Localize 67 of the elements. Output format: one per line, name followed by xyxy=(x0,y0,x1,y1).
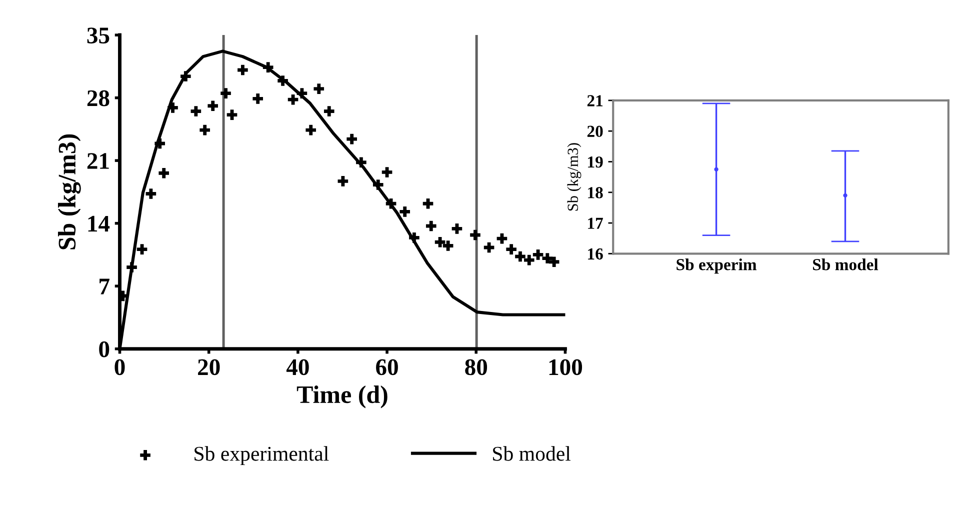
y-tick-label: 20 xyxy=(587,126,603,138)
legend-label: Sb model xyxy=(493,446,571,461)
x-tick-label: Sb experim xyxy=(676,258,757,274)
point xyxy=(208,100,218,112)
point xyxy=(386,198,396,209)
point xyxy=(252,94,263,104)
point xyxy=(154,138,165,149)
point xyxy=(262,62,274,72)
point xyxy=(382,167,392,178)
point xyxy=(532,250,544,260)
point xyxy=(226,110,238,120)
point xyxy=(346,134,357,144)
x-tick-label: 20 xyxy=(198,359,220,376)
x-tick-label: 60 xyxy=(376,359,398,376)
y-tick-label: 18 xyxy=(588,187,603,198)
point xyxy=(426,220,436,232)
y-tick-label: 17 xyxy=(588,218,603,229)
point xyxy=(288,94,298,105)
point xyxy=(168,102,178,113)
point xyxy=(338,176,348,186)
point xyxy=(180,71,191,82)
point xyxy=(548,256,560,268)
point xyxy=(306,124,316,136)
point xyxy=(442,240,454,251)
y-tick-label: 14 xyxy=(88,216,110,232)
point xyxy=(434,237,446,248)
y-tick-label: 21 xyxy=(587,95,603,106)
x-tick-label: 80 xyxy=(465,359,488,376)
point xyxy=(126,262,137,272)
point xyxy=(356,157,366,168)
point xyxy=(372,180,384,190)
y-tick-label: 7 xyxy=(100,278,110,294)
x-axis-title: Time (d) xyxy=(296,386,388,408)
point xyxy=(296,88,308,98)
point xyxy=(524,254,534,266)
y-tick-label: 0 xyxy=(99,341,110,358)
y-tick-label: 19 xyxy=(588,156,603,168)
point xyxy=(515,251,526,262)
point xyxy=(496,233,508,244)
point xyxy=(158,168,169,178)
point xyxy=(238,64,248,76)
y-tick-label: 35 xyxy=(87,28,110,44)
point xyxy=(542,253,553,264)
point xyxy=(146,188,156,199)
point xyxy=(422,198,434,209)
point xyxy=(314,84,324,94)
point xyxy=(220,88,231,98)
point xyxy=(324,106,334,116)
point xyxy=(409,232,420,243)
y-tick-label: 28 xyxy=(87,90,110,106)
y-tick-label: 16 xyxy=(588,248,603,260)
point xyxy=(200,124,210,136)
x-tick-label: 0 xyxy=(114,359,125,376)
point xyxy=(136,244,148,254)
point xyxy=(278,76,288,86)
y-axis-title: Sb (kg/m3) xyxy=(58,134,81,250)
legend-label: Sb experimental xyxy=(194,446,329,466)
point xyxy=(452,224,462,234)
point xyxy=(470,230,480,240)
y-tick-label: 21 xyxy=(87,153,109,169)
point xyxy=(506,244,516,254)
x-tick-label: 40 xyxy=(286,359,309,376)
point xyxy=(400,206,410,217)
x-tick-label: 100 xyxy=(549,359,582,376)
point xyxy=(484,242,494,253)
y-axis-title: Sb (kg/m3) xyxy=(567,143,582,211)
point xyxy=(190,106,202,116)
